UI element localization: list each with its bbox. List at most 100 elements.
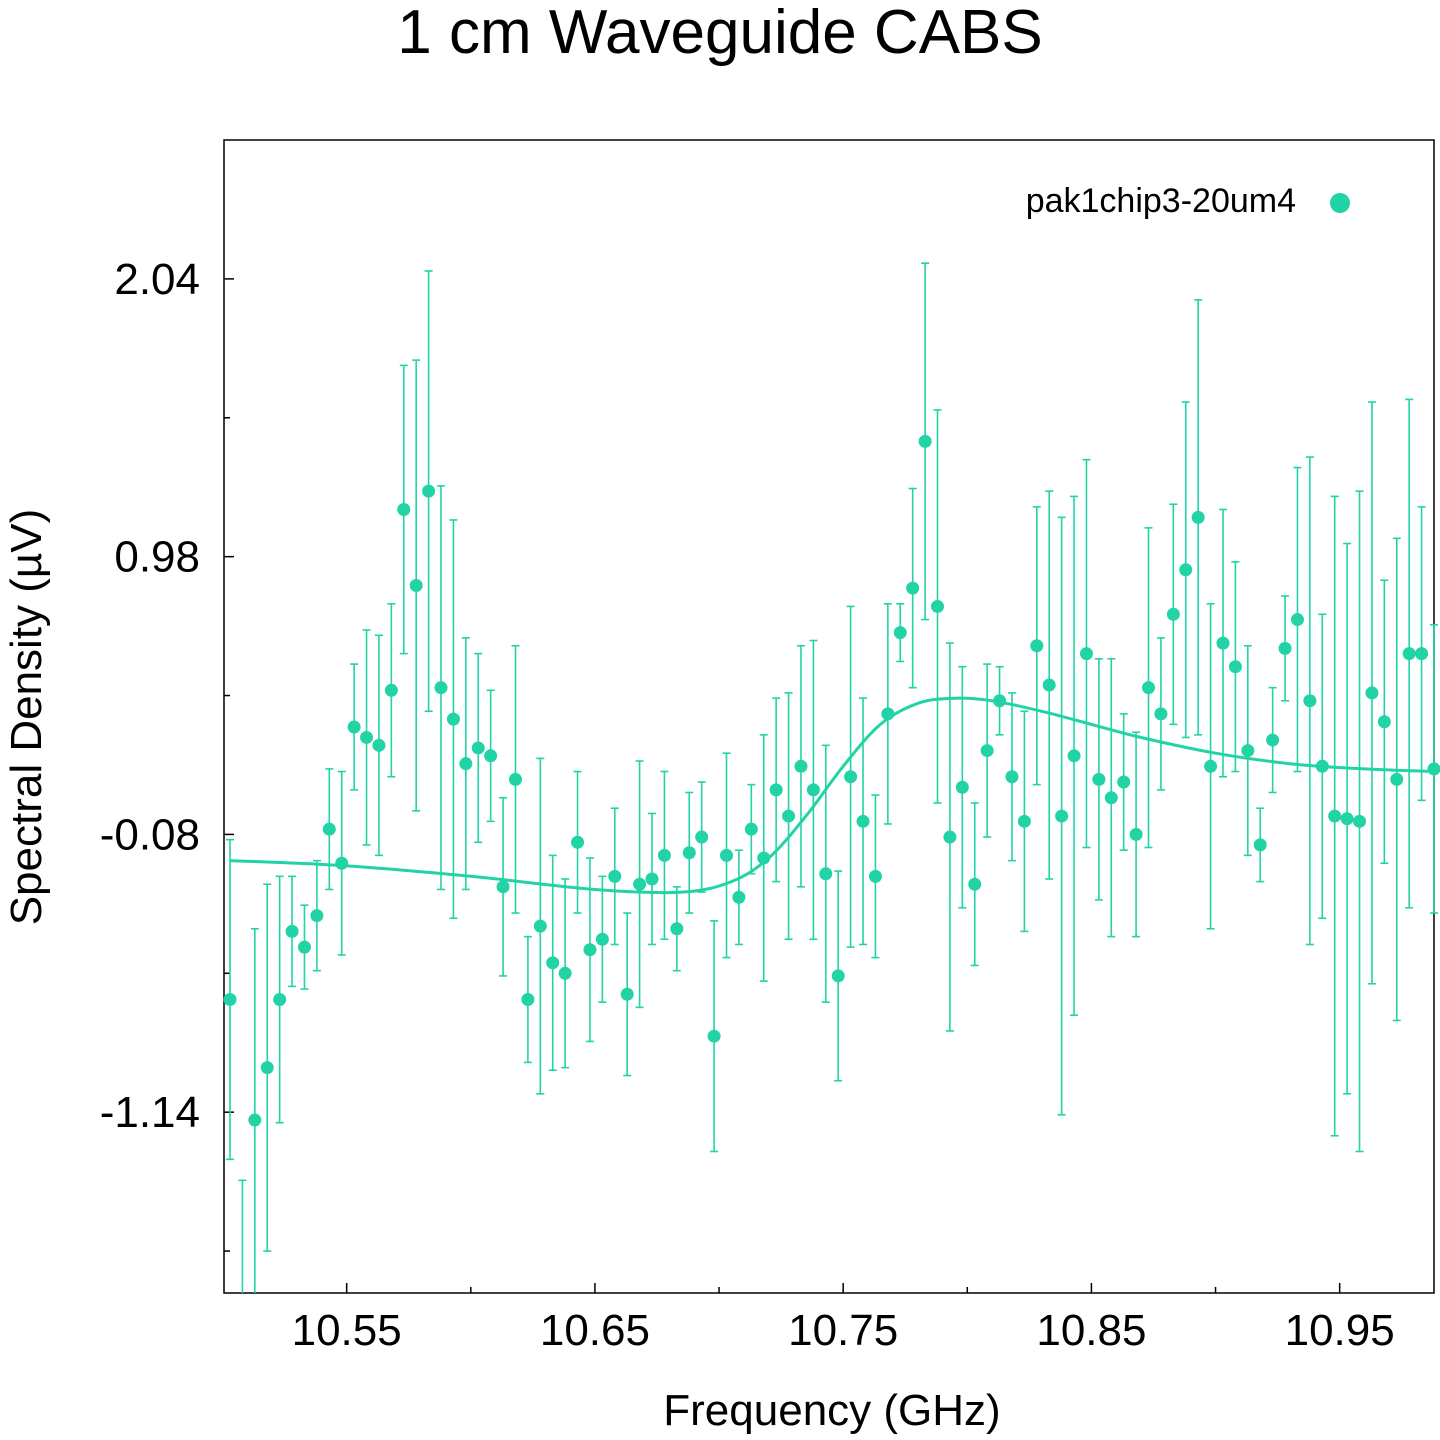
data-point [248,927,262,1293]
data-point [1092,658,1106,901]
point-marker [732,890,746,904]
data-point [806,639,820,941]
data-point [508,644,522,914]
data-point [757,734,771,982]
data-point [1166,503,1180,726]
point-marker [1315,759,1329,773]
point-marker [633,877,647,891]
point-marker [744,822,758,836]
data-point [1030,506,1044,786]
y-tick-label: -0.08 [100,810,200,859]
x-tick-label: 10.85 [1036,1306,1146,1355]
data-point [943,642,957,1032]
point-marker [1253,838,1267,852]
point-marker [521,993,535,1007]
y-axis-label: Spectral Density (µV) [2,509,51,926]
x-tick-label: 10.95 [1285,1306,1395,1355]
point-marker [347,720,361,734]
point-marker [1030,639,1044,653]
data-point [434,485,448,891]
x-tick-label: 10.55 [292,1306,402,1355]
data-point [1216,508,1230,778]
point-marker [273,993,287,1007]
point-marker [583,943,597,957]
point-marker [1179,563,1193,577]
fit-curve [229,696,1435,895]
point-marker [297,940,311,954]
data-point [670,886,684,972]
point-marker [968,877,982,891]
point-marker [769,783,783,797]
legend-label: pak1chip3-20um4 [1026,182,1296,220]
data-point [1353,490,1367,1153]
point-marker [1166,607,1180,621]
point-marker [608,869,622,883]
data-point [583,857,597,1043]
point-marker [508,772,522,786]
data-point [546,854,560,1072]
data-point [459,637,473,891]
point-marker [645,872,659,886]
point-marker [1402,647,1416,661]
data-point [906,487,920,689]
point-marker [459,757,473,771]
point-marker [546,956,560,970]
point-marker [1365,686,1379,700]
point-marker [1340,812,1354,826]
point-marker [1328,809,1342,823]
y-tick-label: 2.04 [114,255,200,304]
point-marker [322,822,336,836]
data-point [782,692,796,941]
data-point [335,770,349,956]
point-marker [1278,641,1292,655]
point-marker [1055,809,1069,823]
data-point [409,359,423,812]
data-point [993,665,1007,736]
point-marker [422,484,436,498]
point-marker [831,969,845,983]
data-point [645,812,659,946]
point-marker [1216,636,1230,650]
point-marker [943,830,957,844]
point-marker [260,1061,274,1075]
point-marker [906,581,920,595]
data-point [260,883,274,1252]
data-point [931,409,945,804]
point-marker [1415,647,1429,661]
data-point [831,870,845,1082]
point-marker [794,759,808,773]
x-axis-label: Frequency (GHz) [663,1386,1000,1435]
point-marker [1079,647,1093,661]
point-marker [1427,762,1440,776]
point-marker [1303,694,1317,708]
data-point [881,603,895,825]
data-point [657,770,671,941]
data-point [1204,603,1218,930]
data-point [1154,637,1168,791]
data-point [1067,495,1081,1017]
data-point [446,519,460,920]
data-point [1191,299,1205,736]
data-point [1005,692,1019,862]
point-marker [955,780,969,794]
data-point [484,689,498,823]
data-point [471,652,485,844]
data-point [1402,398,1416,909]
point-marker [1228,660,1242,674]
point-marker [1104,791,1118,805]
chart-title: 1 cm Waveguide CABS [397,0,1043,67]
point-marker [893,626,907,640]
point-marker [1191,510,1205,524]
point-marker [993,694,1007,708]
point-marker [1092,772,1106,786]
point-marker [931,599,945,613]
point-marker [248,1113,262,1127]
data-point [1365,401,1379,985]
data-point [422,270,436,713]
data-point [1117,713,1131,851]
data-point [1253,807,1267,883]
point-marker [1154,707,1168,721]
data-point [571,770,585,914]
data-point [310,859,324,972]
